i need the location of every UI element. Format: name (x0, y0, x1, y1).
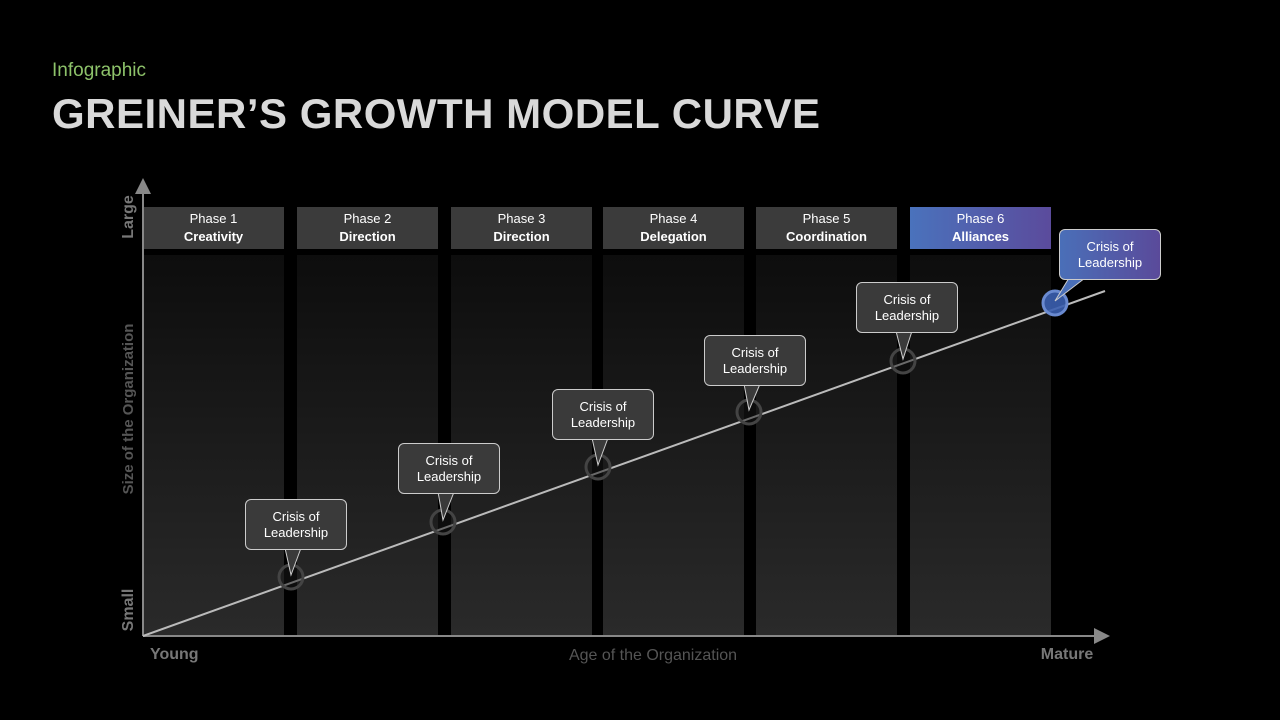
subtitle: Infographic (52, 60, 147, 81)
phase-header (297, 207, 438, 249)
phase-label: Phase 1 (189, 211, 238, 226)
phase-header-text: Phase 2 Direction (297, 207, 438, 249)
phase-header-text: Phase 6 Alliances (910, 207, 1051, 249)
callout: Crisis of Leadership (704, 335, 806, 386)
title: GREINER’S GROWTH MODEL CURVE (52, 90, 821, 137)
y-axis-top: Large (120, 195, 137, 239)
phase-header (451, 207, 592, 249)
y-axis-bottom: Small (120, 589, 137, 632)
callout: Crisis of Leadership (552, 389, 654, 440)
callout: Crisis of Leadership (1059, 229, 1161, 280)
phase-header-text: Phase 1 Creativity (143, 207, 284, 249)
phase-header-text: Phase 3 Direction (451, 207, 592, 249)
phase-header (756, 207, 897, 249)
x-axis-label: Age of the Organization (569, 647, 737, 664)
phase-label: Phase 4 (649, 211, 698, 226)
phase-name: Alliances (951, 229, 1010, 244)
phase-header (910, 207, 1051, 249)
callout: Crisis of Leadership (856, 282, 958, 333)
phase-column (143, 255, 284, 636)
phase-label: Phase 3 (497, 211, 546, 226)
phase-header-text: Phase 5 Coordination (756, 207, 897, 249)
y-axis-label: Size of the Organization (120, 324, 137, 495)
phase-label: Phase 6 (956, 211, 1005, 226)
phase-header (143, 207, 284, 249)
phase-name: Creativity (183, 229, 244, 244)
phase-header (603, 207, 744, 249)
x-axis-right: Mature (1041, 646, 1094, 663)
phase-label: Phase 5 (802, 211, 851, 226)
phase-name: Direction (493, 229, 550, 244)
phase-header-text: Phase 4 Delegation (603, 207, 744, 249)
phase-name: Direction (339, 229, 396, 244)
phase-name: Coordination (786, 229, 867, 244)
callout-pointer (1054, 277, 1087, 302)
callout: Crisis of Leadership (245, 499, 347, 550)
phase-label: Phase 2 (343, 211, 392, 226)
callout: Crisis of Leadership (398, 443, 500, 494)
phase-name: Delegation (640, 229, 707, 244)
x-axis-left: Young (150, 646, 199, 663)
